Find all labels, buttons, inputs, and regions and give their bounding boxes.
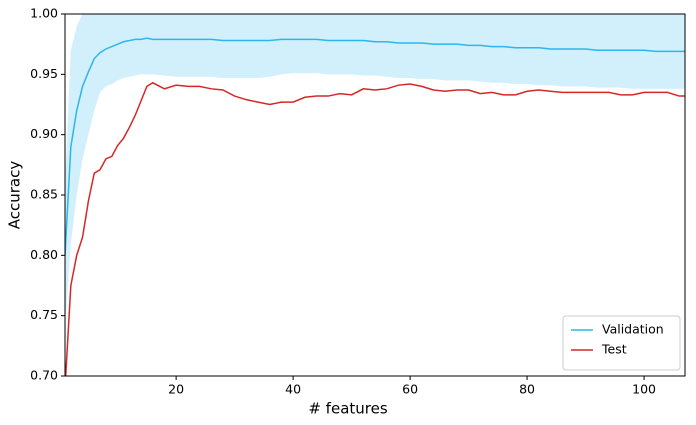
y-tick-label: 0.75 bbox=[30, 307, 58, 322]
y-tick-label: 0.95 bbox=[30, 66, 58, 81]
x-tick-label: 100 bbox=[632, 382, 656, 397]
y-tick-label: 0.80 bbox=[30, 247, 58, 262]
x-tick-label: 80 bbox=[519, 382, 535, 397]
line bbox=[65, 81, 685, 376]
y-tick-label: 0.90 bbox=[30, 126, 58, 141]
legend-label: Test bbox=[601, 342, 627, 357]
y-tick-label: 0.85 bbox=[30, 187, 58, 202]
legend-label: Validation bbox=[602, 322, 664, 337]
line bbox=[65, 37, 685, 256]
x-tick-label: 20 bbox=[168, 382, 184, 397]
plot-area bbox=[65, 14, 685, 376]
y-tick-label: 0.70 bbox=[30, 368, 58, 383]
y-tick-label: 1.00 bbox=[30, 6, 58, 21]
y-axis-label: Accuracy bbox=[6, 161, 24, 230]
x-tick-label: 40 bbox=[285, 382, 301, 397]
x-axis-label: # features bbox=[308, 400, 387, 418]
confidence-band bbox=[65, 14, 685, 328]
x-tick-label: 60 bbox=[402, 382, 418, 397]
